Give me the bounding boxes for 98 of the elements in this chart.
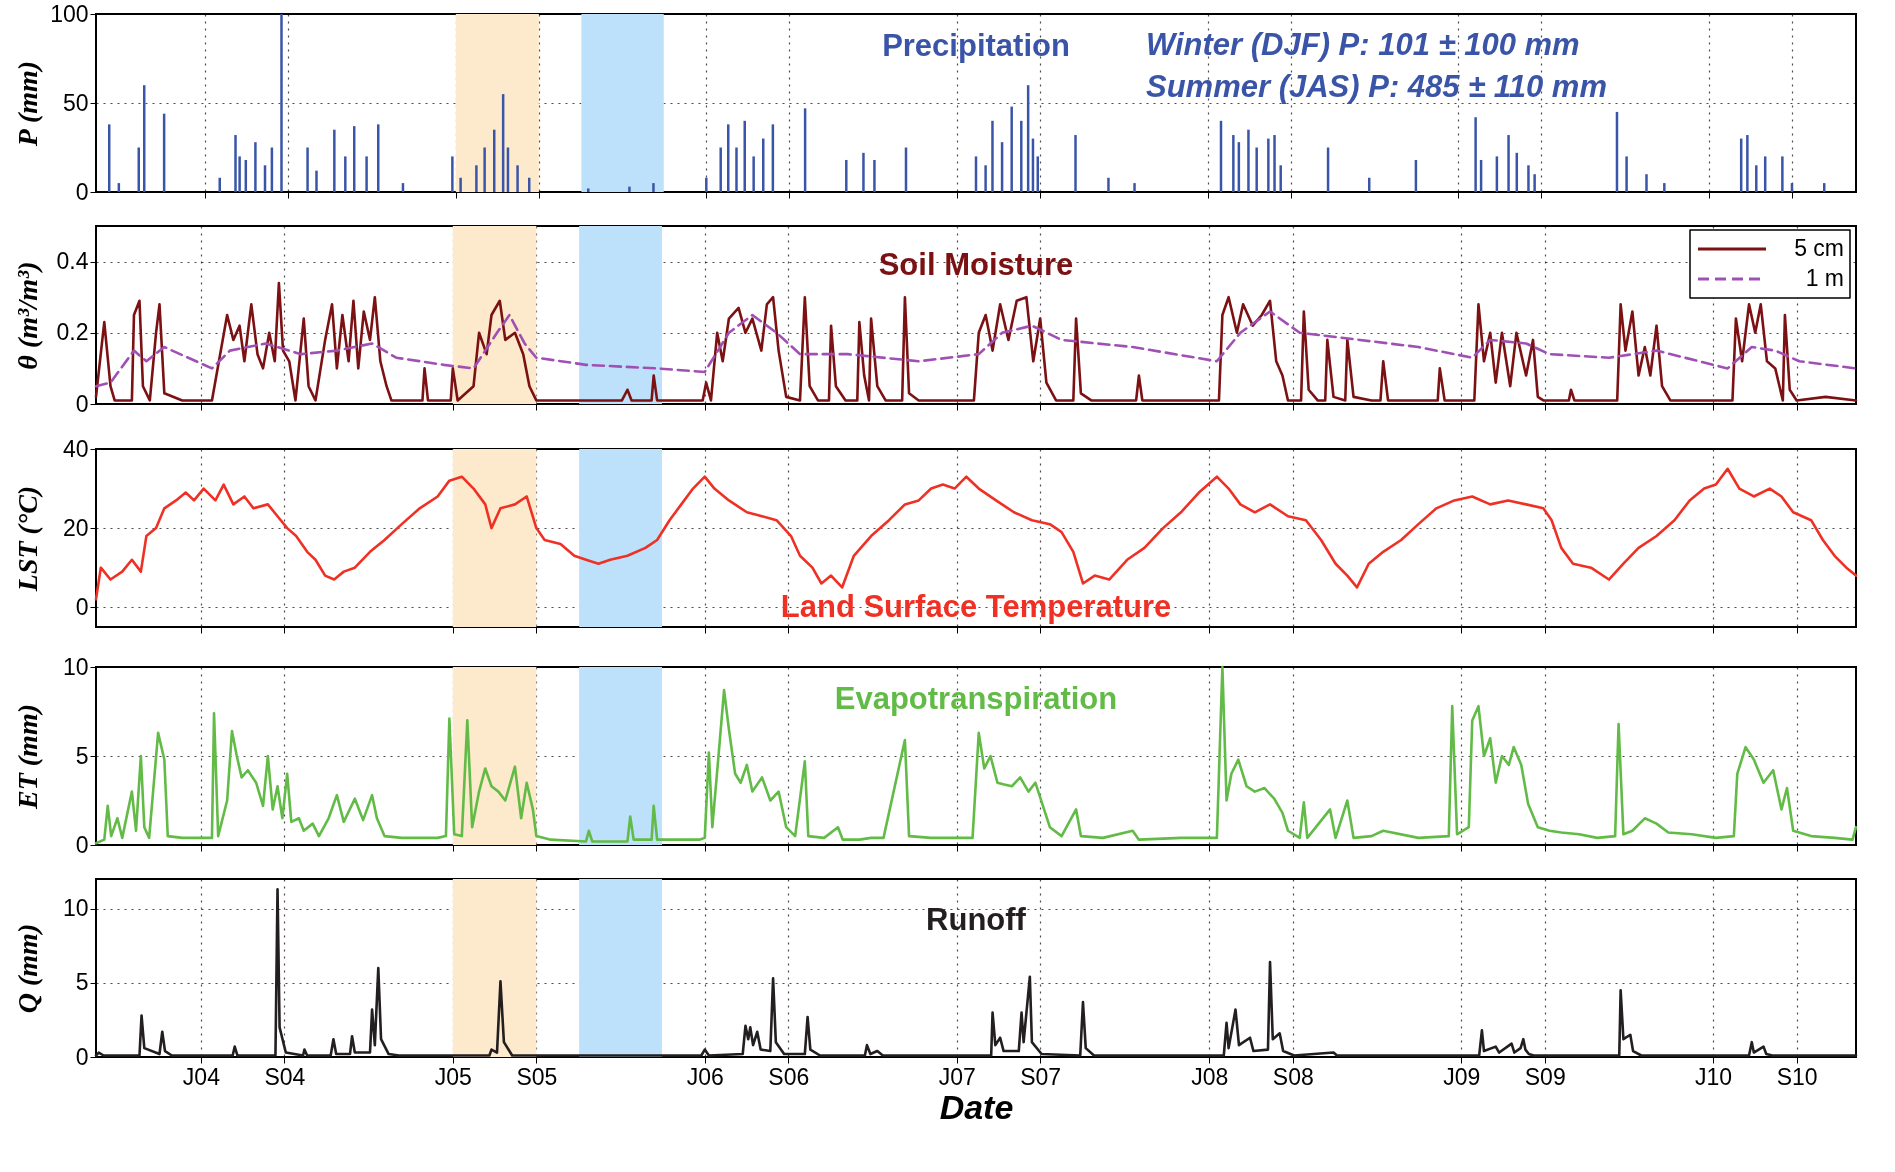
bar	[1020, 120, 1023, 192]
bar	[1267, 138, 1270, 192]
bar	[705, 177, 708, 192]
y-tick-label: 0	[75, 1043, 89, 1070]
bar	[365, 156, 368, 192]
bar	[1074, 135, 1077, 192]
bar	[1625, 156, 1628, 192]
bar	[475, 165, 478, 192]
annotation: Winter (DJF) P: 101 ± 100 mm	[1146, 27, 1580, 62]
bar	[1663, 183, 1666, 192]
y-axis-title: θ (m³/m³)	[11, 261, 43, 370]
y-tick-label: 5	[75, 969, 89, 996]
bar	[333, 129, 336, 192]
y-tick-label: 0.2	[56, 319, 89, 346]
x-axis-title: Date	[939, 1087, 1014, 1126]
chart-title: Evapotranspiration	[834, 681, 1118, 716]
y-tick-label: 0.4	[56, 248, 89, 275]
x-tick-label: S09	[1524, 1063, 1566, 1090]
x-tick-label: J04	[182, 1063, 221, 1090]
annotation: Summer (JAS) P: 485 ± 110 mm	[1146, 69, 1607, 104]
bar	[719, 147, 722, 192]
y-axis-title: Q (mm)	[11, 923, 43, 1014]
bar	[280, 14, 283, 192]
bar	[306, 147, 309, 192]
bar	[873, 159, 876, 192]
y-tick-label: 10	[62, 653, 89, 680]
x-tick-label: J07	[938, 1063, 976, 1090]
line-series	[94, 310, 1858, 388]
y-tick-label: 0	[75, 390, 89, 417]
bar	[587, 188, 590, 192]
bar	[1533, 174, 1536, 192]
bar	[727, 124, 730, 192]
bar	[1507, 135, 1510, 192]
text: Soil Moisture	[878, 247, 1074, 282]
bar	[845, 159, 848, 192]
bar	[1133, 183, 1136, 192]
bar	[1232, 135, 1235, 192]
legend-label: 5 cm	[1794, 235, 1844, 261]
bar	[735, 147, 738, 192]
bar	[1010, 106, 1013, 192]
bar	[1755, 165, 1758, 192]
bar	[862, 152, 865, 192]
x-tick-label: J08	[1191, 1063, 1229, 1090]
bar	[762, 138, 765, 192]
chart-title: Precipitation	[882, 28, 1070, 63]
y-tick-label: 10	[62, 895, 89, 922]
bar	[1645, 174, 1648, 192]
x-tick-label: J05	[434, 1063, 472, 1090]
line-series	[94, 888, 1858, 1057]
bar	[652, 183, 655, 192]
bar	[1273, 135, 1276, 192]
bar	[459, 177, 462, 192]
bar	[315, 170, 318, 192]
x-tick-label: J09	[1443, 1063, 1481, 1090]
bar	[137, 147, 140, 192]
y-tick-label: 0	[75, 831, 89, 858]
bar	[1279, 165, 1282, 192]
bar	[1247, 129, 1250, 192]
bar	[1107, 177, 1110, 192]
bar	[234, 135, 237, 192]
x-tick-label: S06	[768, 1063, 810, 1090]
bar	[344, 156, 347, 192]
bar	[254, 142, 257, 192]
y-tick-label: 50	[62, 89, 89, 116]
bar	[1474, 117, 1477, 192]
bar	[1746, 135, 1749, 192]
bar	[1255, 147, 1258, 192]
y-axis-title: ET (mm)	[11, 704, 43, 810]
y-axis-title: LST (°C)	[11, 485, 43, 593]
bar	[451, 156, 454, 192]
bar	[991, 120, 994, 192]
y-axis-title: P (mm)	[11, 60, 43, 148]
x-tick-label: S04	[264, 1063, 306, 1090]
x-tick-label: S07	[1020, 1063, 1062, 1090]
text: Runoff	[926, 902, 1027, 937]
bar	[984, 165, 987, 192]
x-tick-label: S05	[516, 1063, 558, 1090]
x-tick-label: J10	[1695, 1063, 1733, 1090]
bar	[752, 156, 755, 192]
y-tick-label: 100	[50, 0, 89, 27]
bar	[628, 186, 631, 192]
bar	[1781, 156, 1784, 192]
x-tick-label: S10	[1776, 1063, 1818, 1090]
text: Land Surface Temperature	[780, 588, 1172, 624]
legend-label: 1 m	[1805, 265, 1844, 291]
y-tick-label: 0	[75, 593, 89, 620]
bar	[377, 124, 380, 192]
bar	[218, 177, 221, 192]
y-tick-label: 40	[62, 435, 89, 462]
bar	[743, 120, 746, 192]
bar	[1527, 165, 1530, 192]
bar	[516, 165, 519, 192]
y-tick-label: 0	[75, 178, 89, 205]
x-tick-label: S08	[1272, 1063, 1314, 1090]
y-tick-label: 5	[75, 742, 89, 769]
bar	[483, 147, 486, 192]
x-tick-label: J06	[686, 1063, 724, 1090]
y-tick-label: 20	[62, 514, 89, 541]
